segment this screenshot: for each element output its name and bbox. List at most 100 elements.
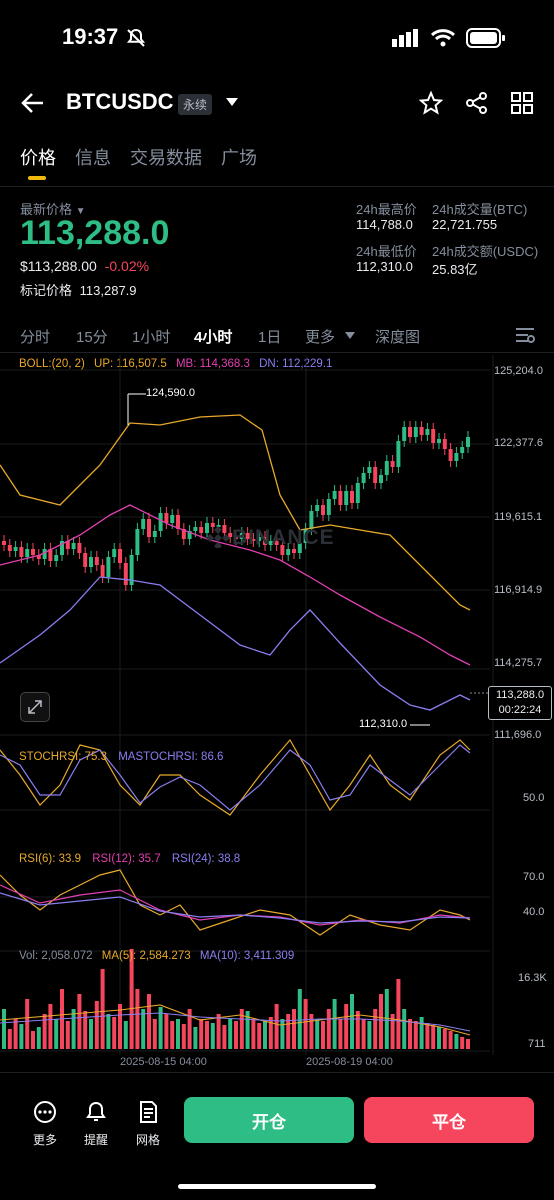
volume-bar	[419, 1017, 424, 1049]
candle	[71, 543, 76, 549]
interval-1d[interactable]: 1日	[258, 329, 282, 346]
interval-more[interactable]: 更多	[305, 329, 336, 346]
candle	[350, 491, 354, 503]
footer-more[interactable]: 更多	[25, 1100, 65, 1148]
boll-upper	[0, 414, 471, 611]
last-price: 113,288.0	[20, 214, 170, 252]
tab-trading-data[interactable]: 交易数据	[130, 148, 202, 168]
mark-price-row: 标记价格 113,287.9	[20, 280, 137, 299]
volume-bar	[48, 1004, 53, 1049]
volume-bar	[338, 1019, 343, 1049]
tab-square[interactable]: 广场	[221, 148, 257, 168]
volume-bar	[216, 1014, 221, 1049]
candle	[193, 527, 198, 531]
interval-4h[interactable]: 4小时	[194, 329, 233, 346]
perpetual-tag: 永续	[178, 94, 213, 115]
volume-bar	[42, 1014, 47, 1049]
candle	[309, 511, 314, 529]
volume-bar	[326, 1009, 331, 1049]
candle	[2, 541, 6, 545]
volume-bar	[25, 999, 30, 1049]
candle	[361, 473, 366, 483]
candle	[36, 555, 41, 559]
candle	[344, 491, 349, 505]
footer-grid[interactable]: 网格	[128, 1100, 168, 1148]
volume-bar	[100, 969, 105, 1049]
candle	[448, 449, 453, 461]
close-position-button[interactable]: 平仓	[364, 1097, 534, 1143]
signal-icon	[392, 29, 418, 47]
volume-bar	[396, 979, 401, 1049]
candle	[367, 467, 372, 473]
candle	[141, 519, 146, 529]
candle	[321, 505, 325, 515]
share-icon[interactable]	[465, 91, 489, 115]
layout-grid-icon[interactable]	[510, 91, 534, 115]
volume-bar	[344, 1004, 349, 1049]
volume-bar	[36, 1027, 41, 1049]
volume-bar	[245, 1011, 250, 1049]
volume-bar	[373, 1009, 378, 1049]
high-24h-label: 24h最高价	[356, 202, 417, 217]
candle	[48, 549, 53, 561]
indicator-settings-icon[interactable]	[514, 325, 536, 345]
volume-bar	[94, 1001, 99, 1049]
price-axis-label: 116,914.9	[494, 584, 543, 596]
volume-bar	[460, 1037, 465, 1049]
volume-bar	[350, 994, 354, 1049]
volume-bar	[292, 1009, 296, 1049]
interval-15m[interactable]: 15分	[76, 329, 108, 346]
candlestick-chart[interactable]	[0, 355, 554, 1075]
candle	[268, 541, 273, 545]
caret-down-icon[interactable]	[226, 98, 238, 108]
candle	[60, 541, 64, 555]
stoch-axis-50: 50.0	[523, 792, 545, 804]
candle	[123, 563, 128, 585]
volume-bar	[315, 1019, 320, 1049]
binance-logo-icon	[206, 526, 230, 548]
candle	[402, 427, 407, 441]
volume-bar	[176, 1019, 180, 1049]
open-position-button[interactable]: 开仓	[184, 1097, 354, 1143]
star-icon[interactable]	[419, 91, 443, 115]
candle	[332, 491, 337, 499]
volume-bar	[13, 1019, 18, 1049]
active-tab-indicator	[28, 176, 46, 180]
volume-bar	[222, 1025, 227, 1049]
volume-bar	[390, 1014, 395, 1049]
price-change: -0.02%	[104, 258, 150, 274]
volume-bar	[367, 1021, 372, 1049]
status-time: 19:37	[62, 24, 119, 49]
candle	[263, 537, 267, 545]
rsi-axis-40: 40.0	[523, 906, 545, 918]
price-axis-label: 122,377.6	[494, 437, 543, 449]
back-arrow-icon[interactable]	[20, 92, 44, 114]
last-price-label[interactable]: 最新价格 ▼	[20, 202, 86, 217]
low-annotation: 112,310.0	[359, 718, 408, 730]
interval-timeline[interactable]: 分时	[20, 329, 51, 346]
symbol-title[interactable]: BTCUSDC	[66, 89, 174, 114]
low-24h: 112,310.0	[356, 259, 413, 274]
tab-info[interactable]: 信息	[75, 148, 111, 168]
candle	[106, 557, 111, 577]
low-24h-label: 24h最低价	[356, 244, 417, 259]
candle	[408, 427, 412, 437]
volume-bar	[187, 1009, 192, 1049]
volume-bar	[332, 999, 337, 1049]
candle	[460, 447, 465, 453]
candle	[303, 529, 308, 543]
interval-1h[interactable]: 1小时	[132, 329, 171, 346]
more-caret-icon[interactable]	[345, 332, 355, 340]
candle	[164, 513, 169, 523]
interval-depth[interactable]: 深度图	[375, 329, 421, 346]
tab-price[interactable]: 价格	[20, 148, 56, 168]
candle	[83, 553, 88, 567]
candle	[245, 533, 250, 539]
volume-bar	[210, 1023, 215, 1049]
volume-bar	[228, 1019, 233, 1049]
footer-alert[interactable]: 提醒	[76, 1100, 116, 1148]
volume-bar	[234, 1021, 238, 1049]
expand-button[interactable]	[20, 692, 50, 722]
vol-btc: 22,721.755	[432, 217, 498, 232]
candle	[425, 429, 430, 435]
